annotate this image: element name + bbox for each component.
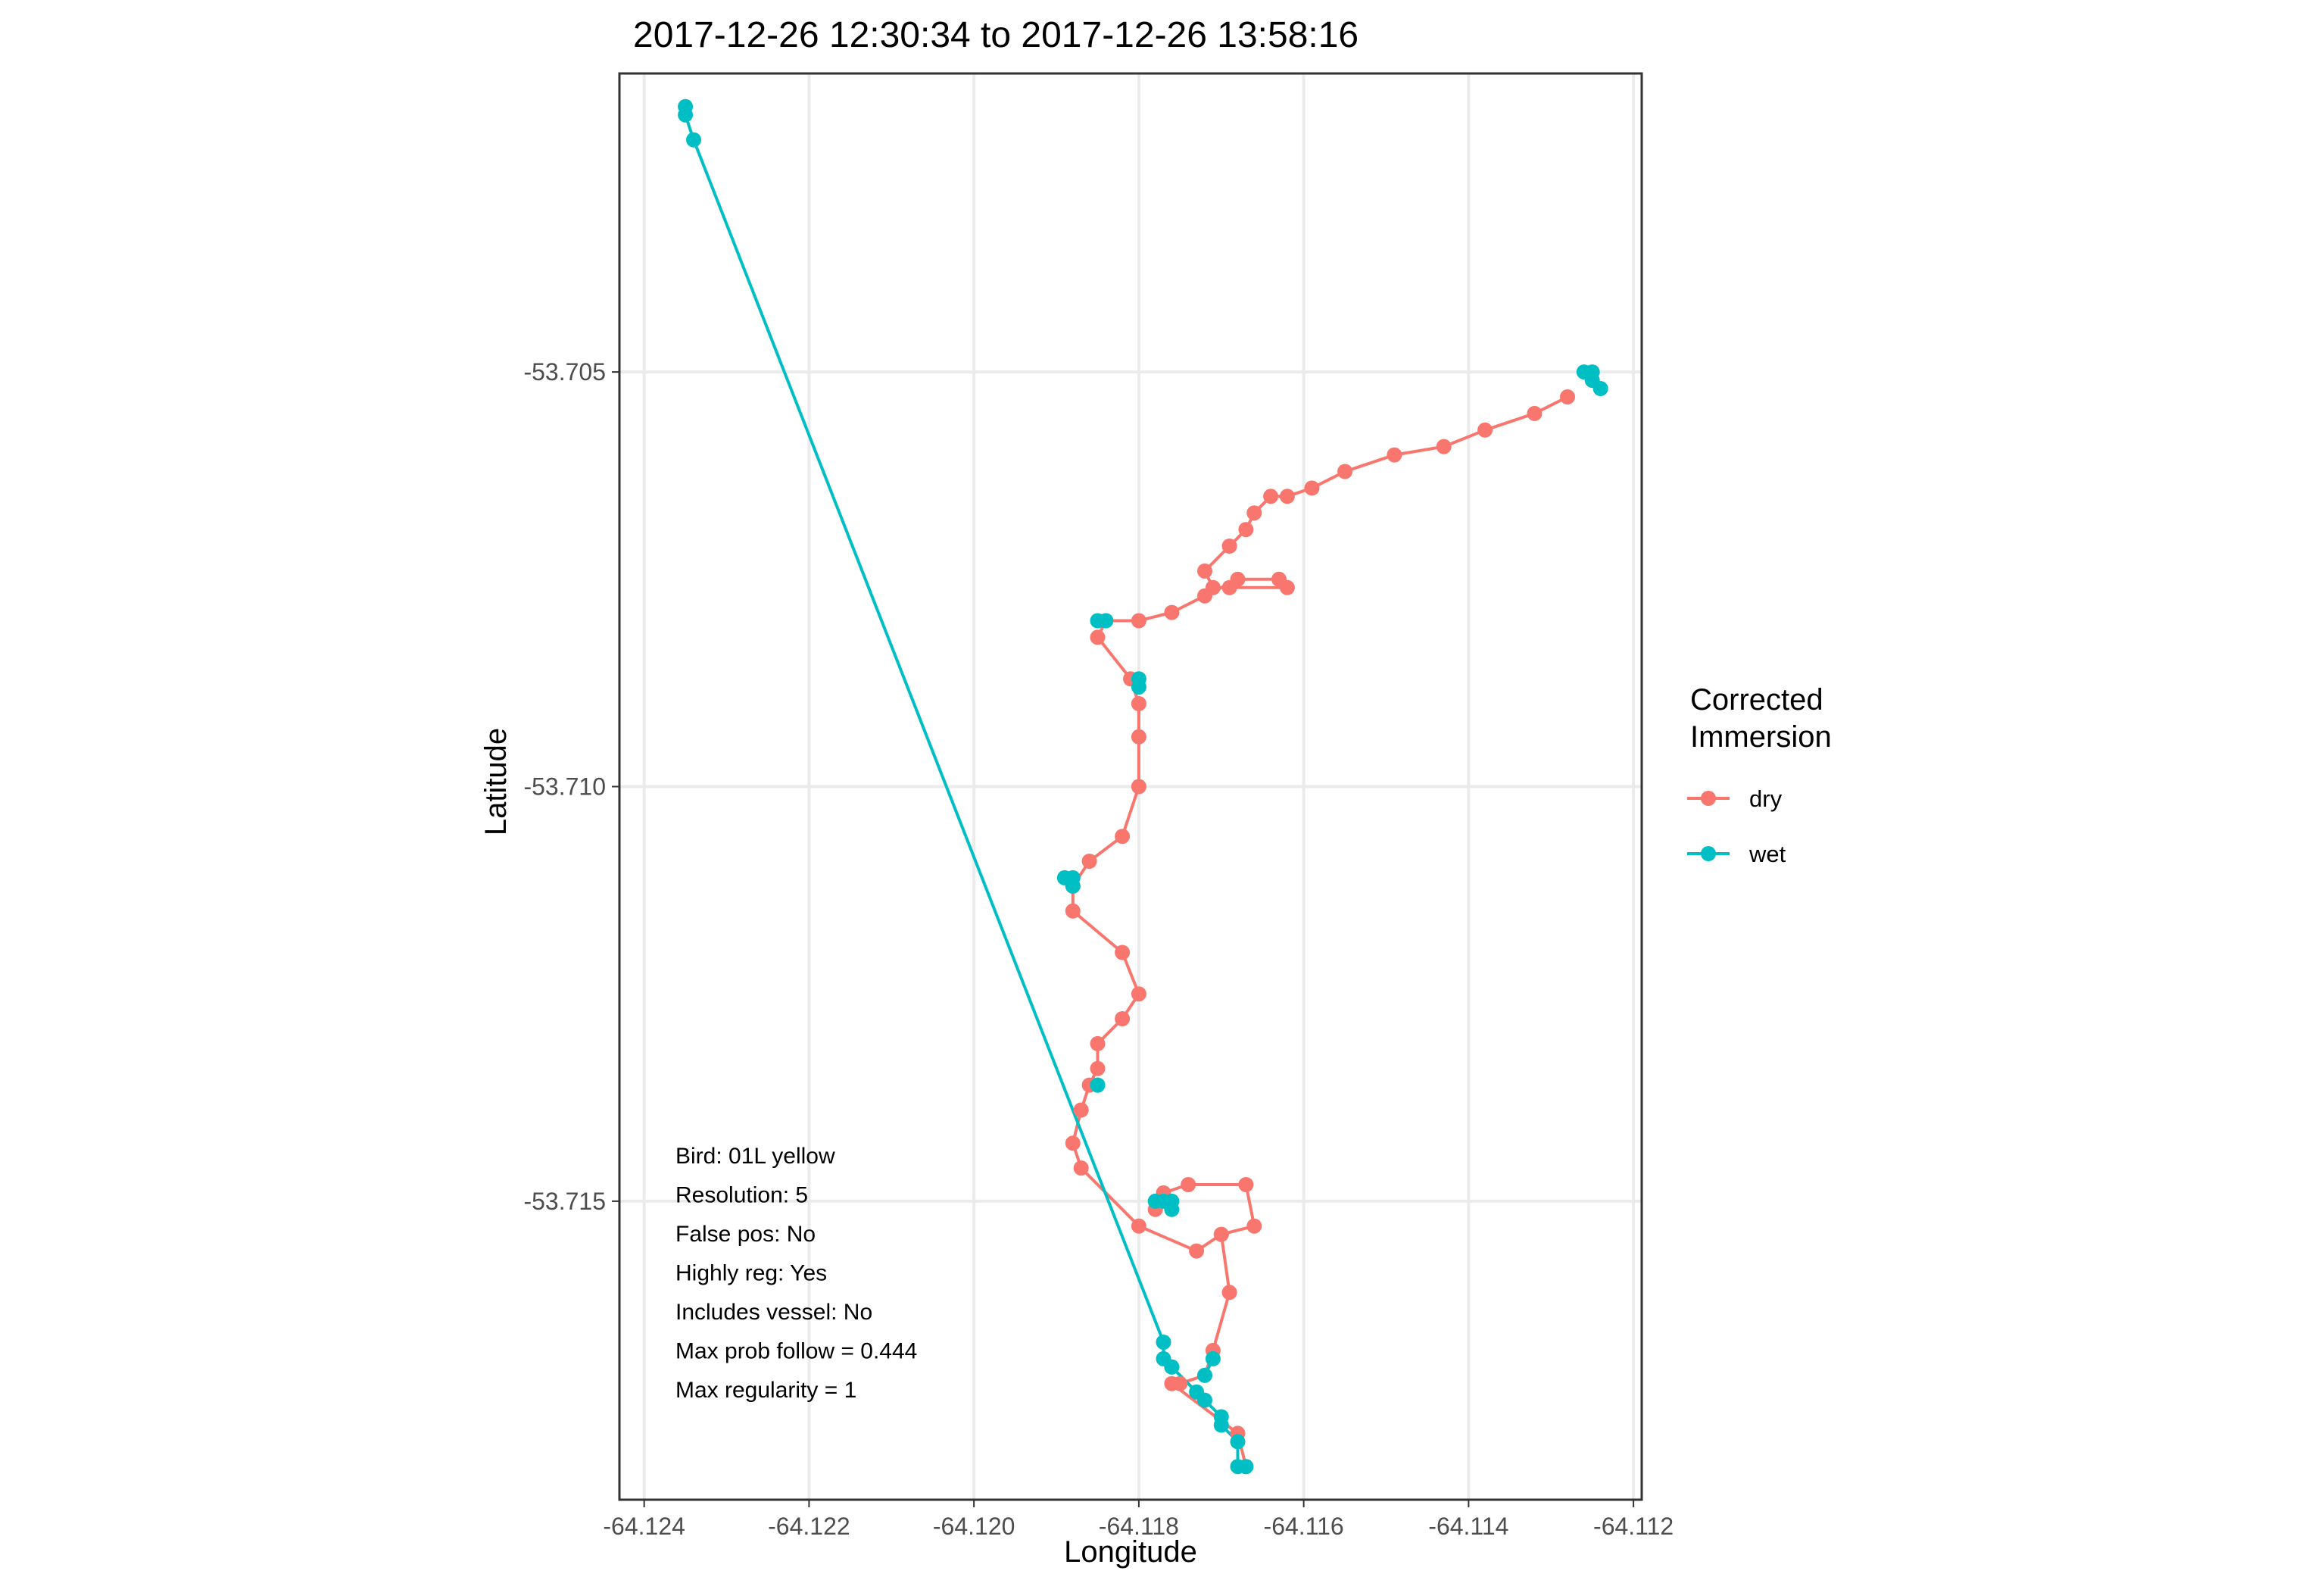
legend-label-wet: wet	[1748, 841, 1786, 867]
chart-title: 2017-12-26 12:30:34 to 2017-12-26 13:58:…	[633, 15, 1359, 55]
x-tick-label: -64.112	[1593, 1513, 1674, 1540]
annotation-line: Max regularity = 1	[675, 1378, 856, 1403]
data-point-wet	[1205, 1350, 1221, 1366]
y-axis-title: Latitude	[479, 728, 513, 835]
data-point-wet	[1065, 878, 1081, 894]
data-point-dry	[1073, 1102, 1089, 1118]
data-point-wet	[1098, 613, 1114, 629]
x-axis-title: Longitude	[1064, 1535, 1197, 1569]
x-tick-label: -64.122	[768, 1513, 850, 1540]
data-point-dry	[1081, 854, 1097, 869]
annotation-line: Resolution: 5	[675, 1183, 808, 1208]
track-annotation: Bird: 01L yellow Resolution: 5 False pos: …	[675, 1144, 917, 1403]
axis-ticks: -64.124 -64.122 -64.120 -64.118 -64.116 -64.1…	[523, 358, 1674, 1540]
x-tick-label: -64.118	[1099, 1513, 1179, 1540]
data-point-dry	[1197, 563, 1212, 579]
data-point-dry	[1065, 1135, 1081, 1151]
data-point-dry	[1131, 729, 1146, 745]
annotation-line: Includes vessel: No	[675, 1300, 872, 1325]
data-point-wet	[1213, 1417, 1229, 1433]
data-point-dry	[1238, 522, 1254, 538]
y-tick-label: -53.705	[523, 358, 606, 386]
data-point-dry	[1387, 447, 1402, 463]
data-point-dry	[1164, 1375, 1180, 1391]
legend-label-dry: dry	[1749, 785, 1783, 812]
data-point-wet	[1238, 1459, 1254, 1475]
legend-key-point	[1701, 791, 1716, 806]
data-point-dry	[1131, 779, 1146, 795]
data-point-dry	[1263, 489, 1279, 504]
data-point-dry	[1527, 405, 1543, 421]
data-point-dry	[1065, 903, 1081, 919]
data-point-dry	[1238, 1177, 1254, 1192]
data-point-dry	[1164, 604, 1180, 620]
data-point-dry	[1271, 571, 1287, 587]
data-point-wet	[1197, 1367, 1212, 1383]
legend-key-point	[1701, 846, 1716, 861]
data-point-dry	[1221, 539, 1237, 554]
legend-title: Corrected	[1690, 683, 1823, 717]
data-point-dry	[1337, 464, 1353, 479]
data-point-dry	[1189, 1243, 1205, 1259]
data-point-dry	[1279, 489, 1295, 504]
x-tick-label: -64.124	[603, 1513, 685, 1540]
data-point-dry	[1181, 1177, 1196, 1192]
annotation-line: False pos: No	[675, 1222, 816, 1247]
data-point-wet	[1156, 1335, 1171, 1350]
x-tick-label: -64.114	[1428, 1513, 1508, 1540]
data-point-dry	[1477, 422, 1493, 438]
y-tick-label: -53.710	[523, 773, 606, 801]
data-point-dry	[1230, 571, 1246, 587]
track-points	[678, 98, 1608, 1475]
data-point-wet	[1131, 679, 1146, 695]
x-tick-label: -64.120	[933, 1513, 1015, 1540]
data-point-wet	[1230, 1434, 1246, 1450]
data-point-dry	[1131, 613, 1146, 629]
data-point-wet	[1164, 1201, 1180, 1217]
data-point-dry	[1221, 1285, 1237, 1301]
data-point-wet	[686, 132, 701, 148]
data-point-dry	[1090, 1035, 1106, 1051]
annotation-line: Highly reg: Yes	[675, 1261, 827, 1286]
data-point-dry	[1090, 1060, 1106, 1076]
data-point-dry	[1131, 1218, 1146, 1234]
data-point-wet	[678, 107, 694, 123]
gridlines	[619, 73, 1642, 1500]
data-point-dry	[1304, 480, 1320, 496]
y-tick-label: -53.715	[523, 1188, 606, 1215]
x-tick-label: -64.116	[1264, 1513, 1344, 1540]
data-point-dry	[1115, 829, 1131, 845]
data-point-wet	[1164, 1359, 1180, 1375]
data-point-wet	[1090, 1077, 1106, 1093]
annotation-line: Max prob follow = 0.444	[675, 1339, 917, 1364]
data-point-dry	[1246, 1218, 1262, 1234]
data-point-wet	[1592, 381, 1608, 396]
data-point-dry	[1115, 1011, 1131, 1026]
data-point-dry	[1436, 439, 1452, 454]
data-point-dry	[1131, 696, 1146, 711]
data-point-dry	[1560, 389, 1575, 404]
legend-title: Immersion	[1690, 720, 1832, 754]
annotation-line: Bird: 01L yellow	[675, 1144, 835, 1169]
data-point-dry	[1197, 588, 1212, 604]
data-point-dry	[1131, 986, 1146, 1002]
series-line-dry	[1071, 395, 1568, 1253]
data-point-dry	[1246, 505, 1262, 521]
data-point-dry	[1213, 1226, 1229, 1242]
data-point-wet	[1197, 1392, 1212, 1408]
data-point-dry	[1115, 945, 1131, 960]
data-point-dry	[1073, 1160, 1089, 1176]
data-point-dry	[1090, 629, 1106, 645]
